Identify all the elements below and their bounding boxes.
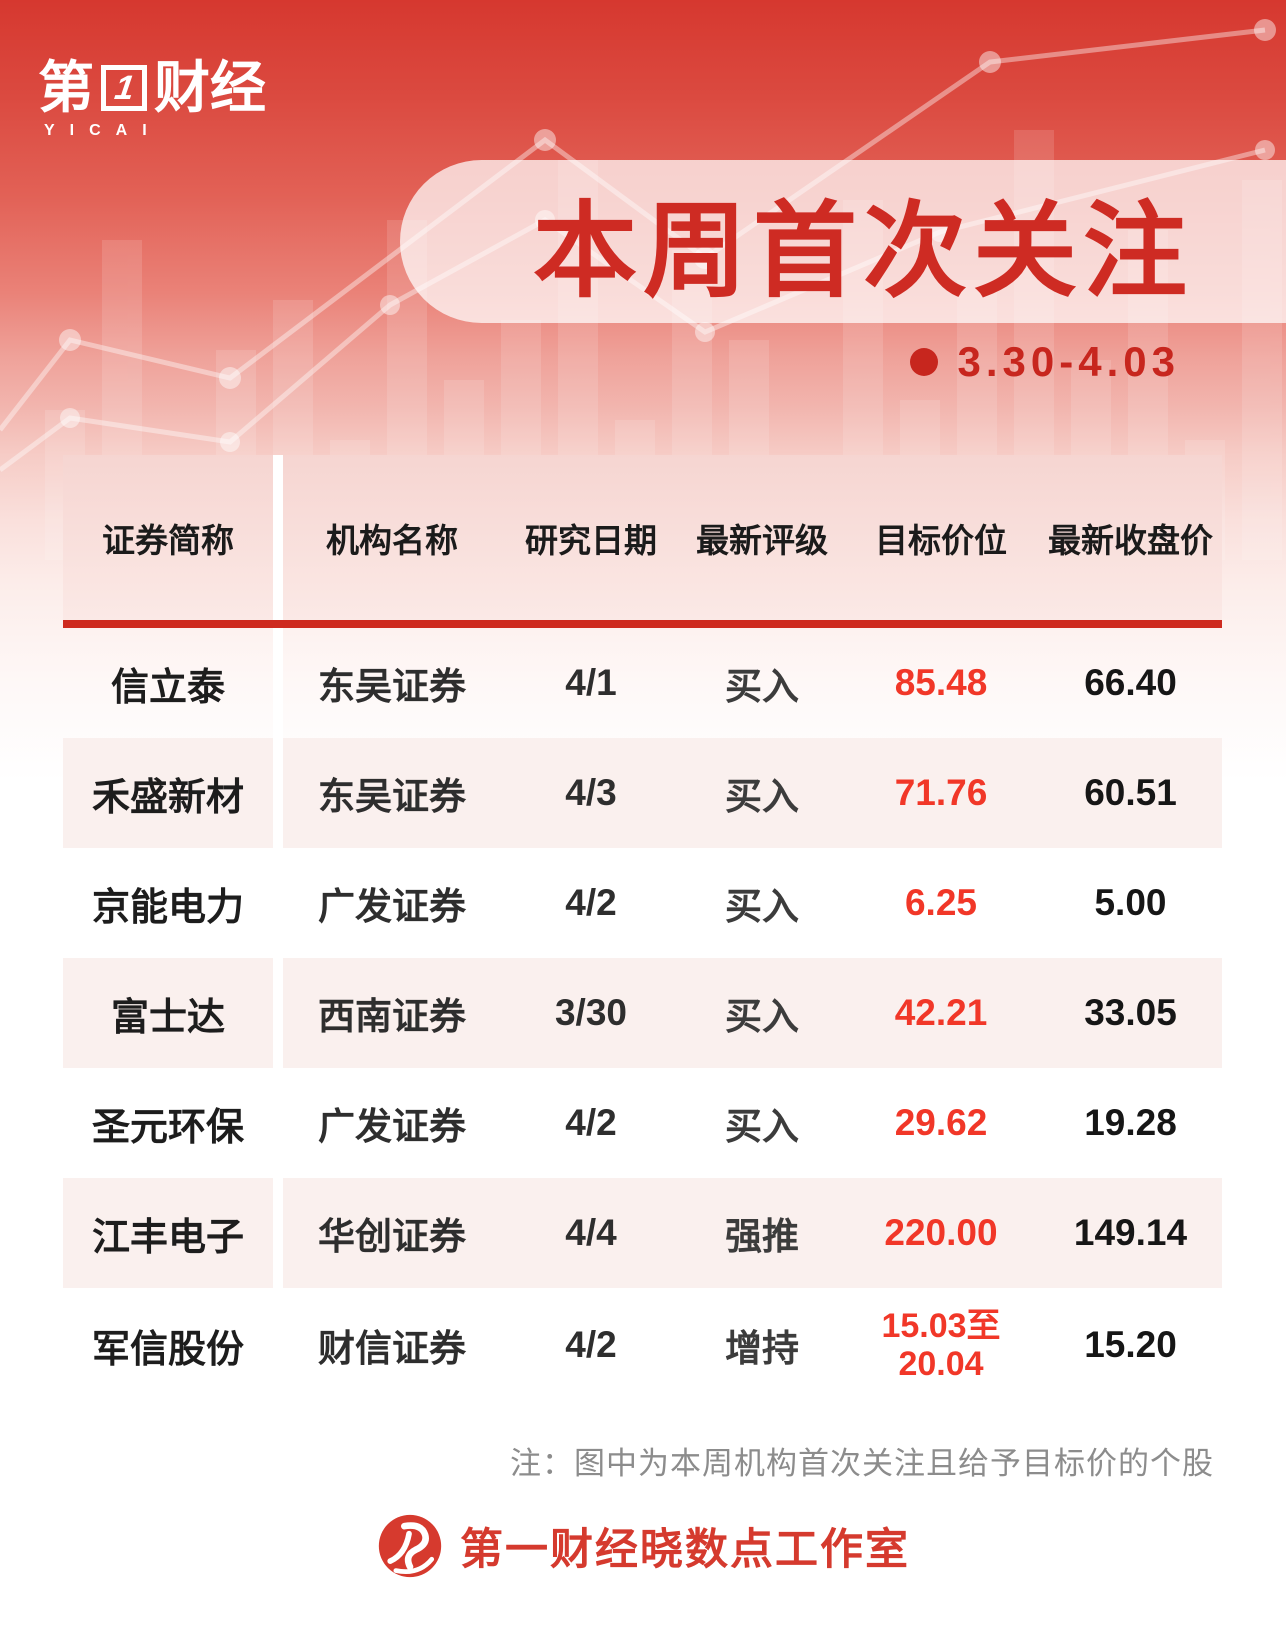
close-price: 66.40: [1084, 662, 1177, 703]
row-cells: 东吴证券 4/3 买入 71.76 60.51: [283, 738, 1222, 848]
stock-name: 江丰电子: [63, 1178, 273, 1288]
table-row: 江丰电子 华创证券 4/4 强推 220.00 149.14: [63, 1178, 1222, 1288]
org-name: 财信证券: [318, 1328, 466, 1369]
org-name: 东吴证券: [318, 666, 466, 707]
row-cells: 广发证券 4/2 买入 6.25 5.00: [283, 848, 1222, 958]
date-range-text: 3.30-4.03: [957, 338, 1180, 385]
stocks-table: 证券简称 机构名称 研究日期 最新评级 目标价位 最新收盘价 信立泰 东吴证券 …: [63, 455, 1222, 1402]
logo-subtext: YICAI: [44, 122, 162, 139]
table-row: 富士达 西南证券 3/30 买入 42.21 33.05: [63, 958, 1222, 1068]
close-price: 15.20: [1084, 1324, 1177, 1365]
research-date: 4/2: [565, 882, 617, 923]
research-date: 4/1: [565, 662, 617, 703]
yicai-logo: 第 1 财经 YICAI: [38, 60, 266, 140]
org-name: 广发证券: [318, 886, 466, 927]
target-price: 6.25: [904, 882, 977, 923]
research-date: 3/30: [554, 992, 627, 1033]
column-gap: [273, 848, 283, 958]
target-price: 29.62: [894, 1102, 988, 1143]
logo-one-box: 1: [101, 65, 147, 111]
org-name: 东吴证券: [318, 776, 466, 817]
studio-logo-icon: [378, 1514, 442, 1578]
row-cells: 东吴证券 4/1 买入 85.48 66.40: [283, 628, 1222, 738]
close-price: 60.51: [1084, 772, 1177, 813]
rating: 买入: [725, 886, 799, 927]
row-cells: 西南证券 3/30 买入 42.21 33.05: [283, 958, 1222, 1068]
column-gap: [273, 1288, 283, 1402]
stock-name: 信立泰: [110, 666, 225, 709]
column-header-date: 研究日期: [525, 521, 657, 559]
table-row: 信立泰 东吴证券 4/1 买入 85.48 66.40: [63, 628, 1222, 738]
target-price: 71.76: [894, 772, 988, 813]
rating: 买入: [725, 776, 799, 817]
yicai-logo-wordmark: 第 1 财经: [38, 60, 266, 116]
rating: 强推: [725, 1216, 799, 1257]
column-header-target: 目标价位: [875, 521, 1007, 559]
table-row: 京能电力 广发证券 4/2 买入 6.25 5.00: [63, 848, 1222, 958]
column-gap: [273, 738, 283, 848]
footnote: 注：图中为本周机构首次关注且给予目标价的个股: [510, 1446, 1214, 1481]
row-cells: 广发证券 4/2 买入 29.62 19.28: [283, 1068, 1222, 1178]
column-gap: [273, 958, 283, 1068]
studio-name: 第一财经晓数点工作室: [460, 1526, 910, 1574]
research-date: 4/4: [565, 1212, 617, 1253]
research-date: 4/2: [565, 1102, 617, 1143]
table-header-right: 机构名称 研究日期 最新评级 目标价位 最新收盘价: [283, 455, 1222, 620]
page-title: 本周首次关注: [532, 194, 1193, 310]
target-price-line1: 15.03至: [881, 1306, 1001, 1345]
logo-char-left: 第: [38, 56, 94, 119]
stock-name: 京能电力: [91, 886, 244, 929]
org-name: 广发证券: [318, 1106, 466, 1147]
column-header-rating: 最新评级: [696, 521, 828, 559]
column-header-name: 证券简称: [63, 455, 273, 620]
column-gap: [273, 455, 283, 620]
stock-name: 富士达: [63, 958, 273, 1068]
bullet-icon: [909, 348, 938, 376]
table-row: 圣元环保 广发证券 4/2 买入 29.62 19.28: [63, 1068, 1222, 1178]
row-cells: 华创证券 4/4 强推 220.00 149.14: [283, 1178, 1222, 1288]
logo-chars-right: 财经: [154, 56, 266, 119]
column-header-org: 机构名称: [326, 521, 458, 559]
close-price: 149.14: [1073, 1212, 1188, 1253]
date-range: 3.30-4.03: [909, 338, 1180, 386]
close-price: 19.28: [1084, 1102, 1177, 1143]
stock-name: 军信股份: [91, 1328, 244, 1371]
rating: 增持: [725, 1328, 799, 1369]
target-price: 85.48: [894, 662, 988, 703]
column-gap: [273, 1068, 283, 1178]
close-price: 33.05: [1084, 992, 1177, 1033]
table-header-row: 证券简称 机构名称 研究日期 最新评级 目标价位 最新收盘价: [63, 455, 1222, 620]
target-price-range: 15.03至 20.04: [843, 1288, 1039, 1402]
target-price: 220.00: [884, 1212, 998, 1253]
target-price: 42.21: [894, 992, 988, 1033]
research-date: 4/2: [565, 1324, 617, 1365]
rating: 买入: [725, 1106, 799, 1147]
org-name: 华创证券: [318, 1216, 466, 1257]
research-date: 4/3: [565, 772, 617, 813]
org-name: 西南证券: [318, 996, 466, 1037]
column-gap: [273, 1178, 283, 1288]
logo-one: 1: [111, 69, 137, 107]
stock-name: 禾盛新材: [63, 738, 273, 848]
row-cells: 财信证券 4/2 增持 15.03至 20.04 15.20: [283, 1288, 1222, 1402]
title-banner: 本周首次关注: [400, 160, 1286, 323]
column-header-close: 最新收盘价: [1048, 521, 1213, 559]
column-gap: [273, 628, 283, 738]
header-divider: [63, 620, 1222, 628]
rating: 买入: [725, 666, 799, 707]
rating: 买入: [725, 996, 799, 1037]
footer: 第一财经晓数点工作室: [0, 1512, 1286, 1580]
target-price-line2: 20.04: [898, 1345, 984, 1383]
stock-name: 圣元环保: [91, 1106, 244, 1149]
table-row: 军信股份 财信证券 4/2 增持 15.03至 20.04 15.20: [63, 1288, 1222, 1402]
close-price: 5.00: [1094, 882, 1167, 923]
table-row: 禾盛新材 东吴证券 4/3 买入 71.76 60.51: [63, 738, 1222, 848]
